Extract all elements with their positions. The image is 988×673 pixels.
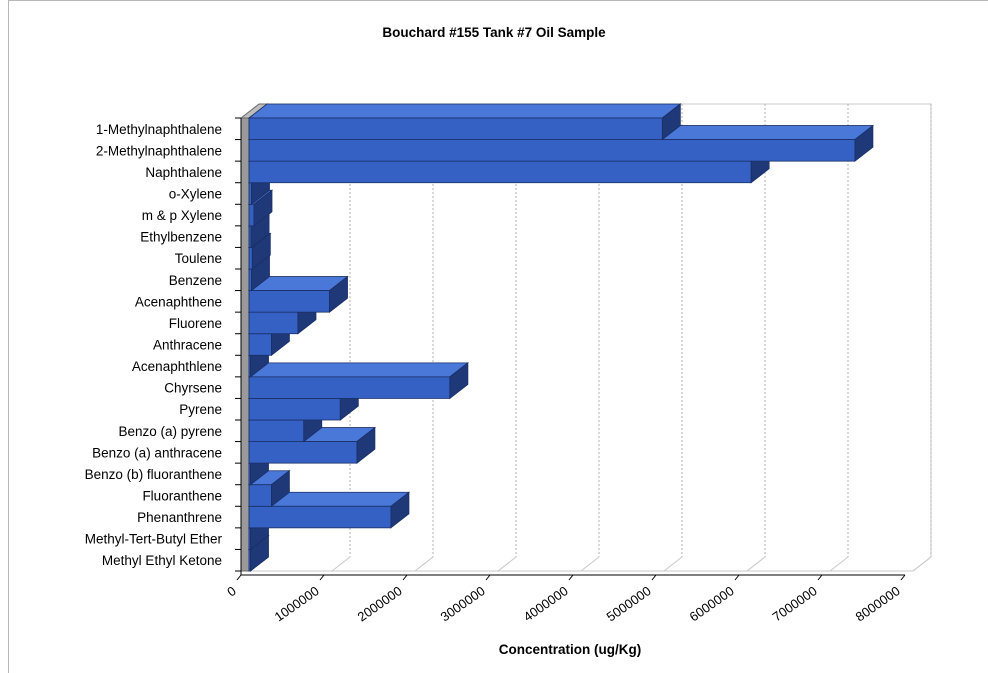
x-tick-label: 8000000 [853, 583, 903, 624]
bar-phenanthrene-front [248, 505, 392, 529]
bar-acenaphthene [247, 275, 349, 313]
y-category-label: Chyrsene [164, 381, 222, 396]
y-category-label: Methyl-Tert-Butyl Ether [85, 532, 223, 547]
bar-1-methylnaphthalene-side [661, 103, 681, 141]
bar-fluoranthene-side [271, 469, 290, 508]
bar-acenaphthene-side [329, 275, 348, 313]
bar-pyrene-front [248, 398, 341, 421]
x-tick-label: 2000000 [355, 583, 405, 624]
x-tick-label: 3000000 [438, 583, 488, 624]
y-category-label: Fluoranthene [142, 489, 222, 504]
bar-chyrsene-top [247, 362, 470, 378]
y-category-label: Benzo (a) pyrene [118, 424, 222, 439]
bar-fluoranthene [247, 469, 291, 508]
x-tick [651, 574, 657, 581]
bar-phenanthrene [247, 491, 411, 529]
bar-chyrsene [247, 362, 470, 400]
floor-gridline [497, 556, 517, 572]
bar-benzo-a-anthracene-side [356, 426, 376, 464]
y-category-label: 1-Methylnaphthalene [96, 122, 222, 137]
x-tick-label: 1000000 [272, 583, 322, 624]
chart-bars [247, 103, 875, 572]
floor-gridline [580, 556, 600, 572]
bar-benzo-a-anthracene-front [248, 441, 358, 464]
x-tick-label: 0 [224, 583, 239, 599]
bar-toulene-side [251, 232, 271, 270]
x-tick [900, 574, 906, 581]
floor-gridline [414, 556, 434, 572]
bar-benzo-a-pyrene-front [248, 419, 305, 442]
y-category-label: Anthracene [153, 338, 222, 353]
x-tick-label: 4000000 [521, 583, 571, 624]
bar-chyrsene-front [248, 376, 451, 399]
bar-m-p-xylene-side [253, 189, 273, 227]
floor-gridline [912, 556, 932, 572]
floor-gridline [331, 556, 351, 572]
y-category-label: Ethylbenzene [140, 230, 222, 245]
left-wall-face [240, 117, 250, 572]
y-category-label: Benzene [169, 273, 222, 288]
x-tick [236, 574, 242, 581]
bar-1-methylnaphthalene-front [248, 117, 663, 140]
y-category-label: 2-Methylnaphthalene [96, 143, 222, 158]
chart-axes [235, 117, 906, 581]
bar-2-methylnaphthalene-front [248, 139, 856, 162]
floor-gridline [829, 556, 849, 572]
bar-fluoranthene-front [248, 484, 272, 507]
x-tick [734, 574, 740, 581]
y-category-label: Benzo (b) fluoranthene [85, 467, 222, 482]
x-tick-label: 5000000 [604, 583, 654, 624]
y-category-label: Benzo (a) anthracene [92, 445, 222, 460]
y-category-label: o-Xylene [169, 187, 222, 202]
chart-frame-left-border [8, 0, 9, 673]
x-tick [568, 574, 574, 581]
bar-chyrsene-side [449, 362, 469, 400]
x-tick-label: 7000000 [770, 583, 820, 624]
x-tick-label: 6000000 [687, 583, 737, 624]
chart-gridlines [331, 104, 932, 572]
x-tick [402, 574, 408, 581]
bar-1-methylnaphthalene-top [247, 103, 682, 119]
bar-anthracene-front [248, 333, 272, 356]
y-category-label: Naphthalene [145, 165, 222, 180]
bar-fluorene-front [248, 311, 299, 335]
bar-toulene-front [248, 247, 253, 270]
bar-acenaphthene-front [248, 290, 330, 313]
x-axis-tick-labels: 0 1000000 2000000 3000000 4000000 5000000 6000… [224, 583, 903, 624]
y-category-label: Phenanthrene [137, 510, 222, 525]
y-category-label: m & p Xylene [142, 208, 222, 223]
bar-m-p-xylene-front [248, 203, 255, 227]
y-category-label: Methyl Ethyl Ketone [102, 553, 222, 568]
chart-frame-top-border [8, 0, 988, 1]
y-category-label: Pyrene [179, 402, 222, 417]
y-axis-labels: 1-Methylnaphthalene 2-Methylnaphthalene Na… [85, 122, 223, 568]
bar-1-methylnaphthalene [247, 103, 682, 141]
y-category-label: Acenaphthlene [132, 359, 222, 374]
x-tick [485, 574, 491, 581]
x-tick [319, 574, 325, 581]
x-axis-title: Concentration (ug/Kg) [498, 642, 642, 657]
y-category-label: Fluorene [169, 316, 222, 331]
chart-title: Bouchard #155 Tank #7 Oil Sample [382, 25, 606, 40]
y-category-label: Toulene [175, 251, 222, 266]
bar-2-methylnaphthalene-side [854, 124, 874, 162]
floor-gridline [663, 556, 683, 572]
bar-phenanthrene-side [390, 491, 410, 529]
bar-naphthalene-front [248, 160, 752, 184]
floor-gridline [746, 556, 766, 572]
y-category-label: Acenaphthene [135, 294, 222, 309]
x-tick [817, 574, 823, 581]
